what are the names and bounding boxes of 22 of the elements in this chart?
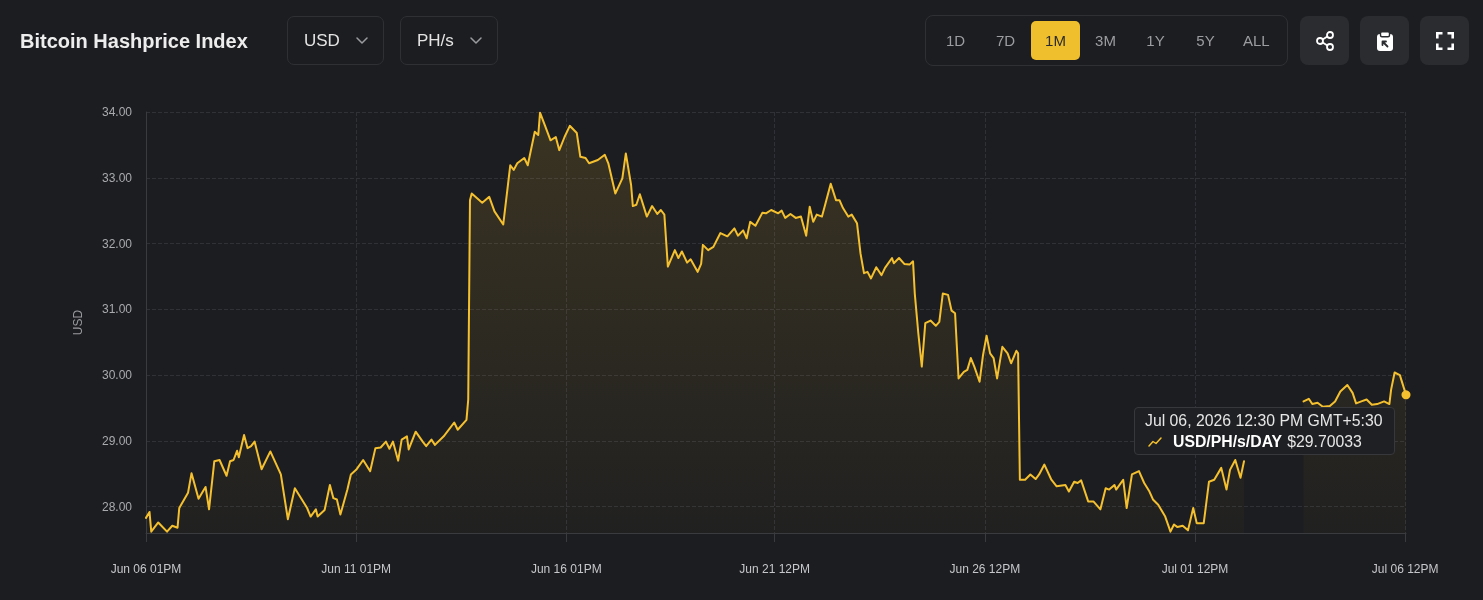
x-tick-label: Jun 06 01PM: [110, 562, 182, 576]
y-tick-label: 32.00: [101, 236, 133, 251]
dropdown: PH/s: [399, 16, 498, 65]
y-tick-label: 33.00: [101, 170, 133, 185]
y-tick-label: 31.00: [101, 302, 133, 317]
y-axis-title: USD: [71, 309, 85, 336]
dropdown: USD: [287, 16, 384, 65]
x-tick-label: Jul 01 12PM: [1161, 562, 1229, 576]
y-tick-label: 34.00: [101, 105, 133, 119]
x-tick-label: Jun 21 12PM: [739, 562, 811, 576]
x-tick-label: Jun 16 01PM: [530, 562, 602, 576]
x-tick-label: Jul 06 12PM: [1371, 562, 1439, 576]
x-tick-label: Jun 26 12PM: [949, 562, 1021, 576]
annotation: Jul 06, 2026 12:30 PM GMT+5:30 USD/PH/s/DAY $29.70033: [1145, 412, 1383, 451]
y-tick-label: 29.00: [101, 433, 133, 448]
chart-title: Bitcoin Hashprice Index: [20, 30, 248, 52]
y-tick-label: 30.00: [101, 368, 133, 383]
tooltip: Jul 06, 2026 12:30 PM GMT+5:30 USD/PH/s/DAY $29.70033: [1134, 407, 1395, 456]
selected-range-button: 1M: [1031, 21, 1080, 60]
y-tick-label: 28.00: [101, 499, 133, 514]
time-range-selector: 1D 7D 1M 3M 1Y 5Y ALL: [925, 15, 1288, 66]
x-tick-label: Jun 11 01PM: [321, 562, 392, 576]
